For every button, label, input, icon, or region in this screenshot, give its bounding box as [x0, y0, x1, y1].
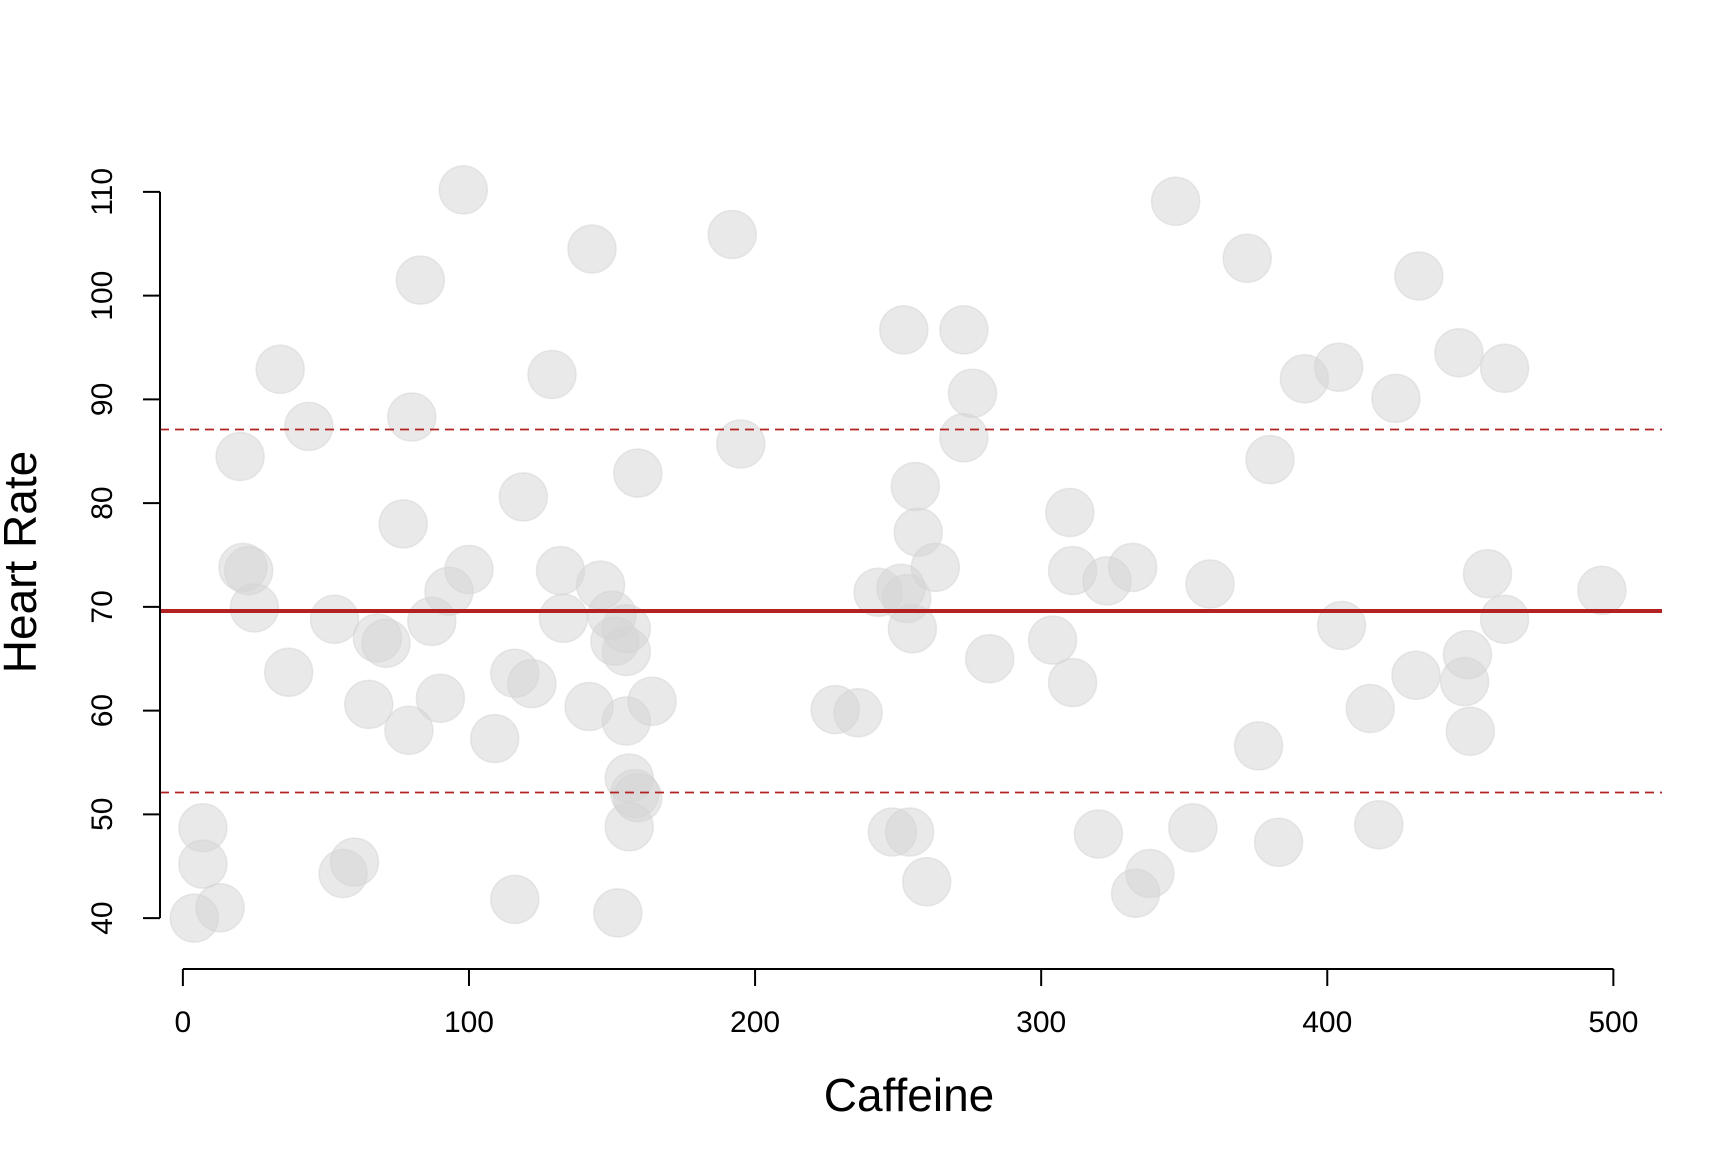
data-point [195, 882, 245, 933]
y-tick-label: 90 [86, 383, 119, 416]
data-point [613, 448, 663, 498]
data-point [395, 255, 446, 305]
data-point [490, 874, 540, 925]
data-point [229, 583, 280, 633]
data-point [1577, 565, 1627, 616]
data-point [263, 647, 314, 697]
data-point [415, 673, 466, 723]
data-point [884, 807, 935, 857]
data-point [384, 705, 434, 756]
y-tick-label: 110 [86, 168, 119, 216]
data-point [910, 542, 961, 593]
y-tick-label: 80 [86, 486, 119, 519]
x-tick-label: 100 [444, 1006, 494, 1039]
data-point [939, 413, 989, 463]
data-point [1073, 809, 1124, 859]
data-point [887, 603, 938, 654]
data-point [833, 687, 883, 738]
data-point [344, 679, 394, 730]
data-point [1434, 327, 1484, 378]
y-tick-label: 50 [86, 798, 119, 831]
data-point [1168, 803, 1218, 853]
points-layer [169, 165, 1627, 943]
data-point [567, 224, 617, 274]
y-tick-label: 60 [86, 694, 119, 727]
data-point [1245, 434, 1295, 485]
data-point [627, 676, 677, 727]
data-point [538, 593, 589, 644]
y-axis-title: Heart Rate [0, 451, 46, 673]
data-point [879, 305, 929, 355]
data-point [613, 772, 663, 823]
x-tick-label: 400 [1302, 1006, 1352, 1039]
data-point [1479, 594, 1530, 645]
data-point [1394, 251, 1444, 301]
data-point [716, 419, 766, 469]
data-point [593, 888, 643, 938]
data-point [361, 618, 411, 668]
data-point [947, 368, 998, 418]
x-tick-label: 0 [175, 1006, 192, 1039]
data-point [939, 305, 989, 355]
data-point [215, 431, 265, 482]
x-tick-label: 500 [1588, 1006, 1638, 1039]
data-point [1150, 176, 1201, 227]
data-point [964, 633, 1015, 684]
data-point [1125, 848, 1175, 899]
data-point [507, 658, 557, 709]
axes: 0 100 200 300 400 500 40 50 60 70 80 90 100 110 [86, 168, 1638, 1039]
data-point [1354, 799, 1404, 850]
data-point [329, 837, 380, 887]
data-point [255, 344, 305, 395]
data-point [1233, 721, 1284, 771]
data-point [601, 626, 652, 677]
data-point [1222, 233, 1272, 284]
data-point [469, 713, 520, 764]
data-point [444, 544, 494, 595]
y-tick-label: 40 [86, 901, 119, 934]
data-point [901, 857, 952, 907]
data-point [378, 499, 428, 549]
data-point [309, 594, 360, 645]
data-point [1462, 548, 1513, 599]
data-point [1047, 657, 1098, 708]
data-point [178, 839, 228, 889]
x-tick-label: 200 [730, 1006, 780, 1039]
y-tick-label: 70 [86, 590, 119, 623]
data-point [890, 461, 941, 512]
data-point [1445, 706, 1496, 757]
data-point [1107, 542, 1158, 593]
data-point [438, 165, 489, 215]
data-point [1442, 629, 1493, 680]
data-point [527, 349, 577, 400]
data-point [1253, 817, 1304, 868]
reference-lines [160, 428, 1662, 794]
data-point [1371, 373, 1421, 424]
data-point [1045, 487, 1095, 538]
data-point [1479, 343, 1530, 394]
x-axis-title: Caffeine [824, 1069, 995, 1121]
data-point [498, 472, 549, 522]
data-point [1345, 683, 1395, 734]
data-point [1316, 600, 1367, 651]
data-point [1313, 342, 1364, 392]
data-point [387, 392, 437, 442]
data-point [1185, 559, 1235, 609]
x-tick-label: 300 [1016, 1006, 1066, 1039]
data-point [707, 209, 757, 260]
data-point [284, 401, 334, 452]
data-point [1391, 650, 1441, 701]
data-point [1027, 615, 1078, 665]
y-tick-label: 100 [86, 271, 119, 321]
